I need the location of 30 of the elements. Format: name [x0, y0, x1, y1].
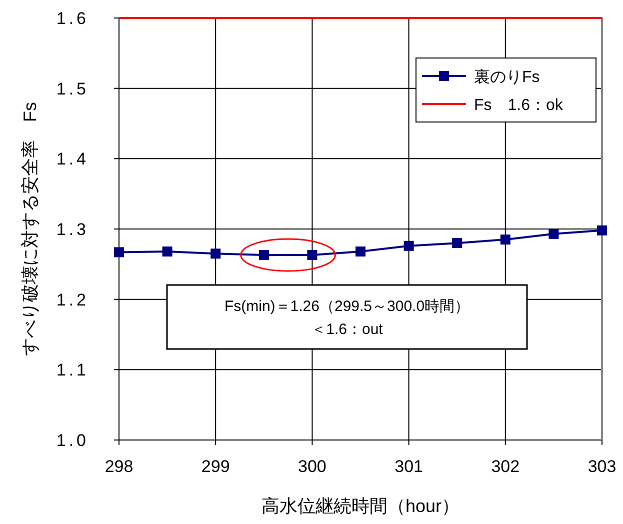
x-tick-label: 300	[298, 457, 326, 476]
point	[404, 240, 414, 251]
point	[307, 250, 318, 260]
y-tick-label: 1.6	[56, 9, 89, 28]
point	[258, 250, 269, 260]
y-tick-label: 1.0	[56, 431, 89, 450]
x-axis-title: 高水位継続時間（hour）	[261, 496, 460, 516]
legend-label: 裏のりFs	[474, 68, 540, 86]
y-tick-label: 1.2	[56, 290, 89, 310]
point	[114, 247, 124, 258]
y-tick-label: 1.4	[56, 150, 89, 169]
y-tick-label: 1.5	[56, 79, 89, 98]
x-tick-label: 301	[394, 457, 423, 476]
x-tick-label: 299	[201, 457, 230, 476]
y-axis-title: すべり破壊に対する安全率 Fs	[20, 102, 40, 356]
point	[452, 238, 462, 248]
y-tick-label: 1.3	[56, 220, 89, 239]
point	[500, 234, 510, 245]
x-tick-label: 302	[491, 457, 520, 476]
point	[597, 225, 607, 236]
x-tick-label: 298	[104, 457, 134, 476]
point	[548, 228, 559, 239]
x-tick-label: 303	[588, 457, 616, 476]
legend-label: Fs 1.6：ok	[474, 97, 564, 114]
y-tick-label: 1.1	[56, 360, 89, 380]
annotation: Fs(min)＝1.26（299.5～300.0時間）	[224, 298, 470, 315]
point	[356, 246, 366, 257]
annotation: ＜1.6：out	[311, 321, 384, 338]
point	[210, 248, 221, 259]
point	[162, 246, 172, 257]
